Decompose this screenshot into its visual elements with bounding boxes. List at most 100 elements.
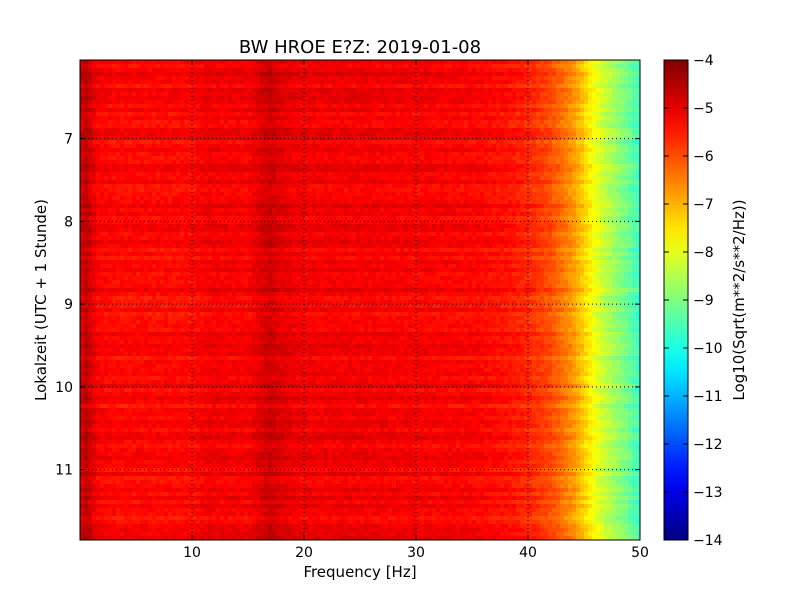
heatmap-cell bbox=[172, 144, 177, 149]
heatmap-cell bbox=[140, 76, 145, 81]
heatmap-cell bbox=[348, 92, 353, 97]
heatmap-cell bbox=[132, 120, 137, 125]
heatmap-cell bbox=[468, 196, 473, 201]
heatmap-cell bbox=[392, 108, 397, 113]
heatmap-cell bbox=[272, 76, 277, 81]
heatmap-cell bbox=[228, 60, 233, 65]
heatmap-cell bbox=[108, 192, 113, 197]
heatmap-cell bbox=[200, 96, 205, 101]
heatmap-cell bbox=[464, 176, 469, 181]
heatmap-cell bbox=[200, 80, 205, 85]
heatmap-cell bbox=[376, 176, 381, 181]
heatmap-cell bbox=[508, 180, 513, 185]
heatmap-cell bbox=[260, 164, 265, 169]
heatmap-cell bbox=[468, 124, 473, 129]
heatmap-cell bbox=[384, 124, 389, 129]
heatmap-cell bbox=[264, 152, 269, 157]
heatmap-cell bbox=[488, 156, 493, 161]
heatmap-cell bbox=[264, 144, 269, 149]
heatmap-cell bbox=[492, 184, 497, 189]
heatmap-cell bbox=[100, 116, 105, 121]
heatmap-cell bbox=[248, 168, 253, 173]
heatmap-cell bbox=[608, 104, 613, 109]
heatmap-cell bbox=[120, 132, 125, 137]
heatmap-cell bbox=[248, 136, 253, 141]
heatmap-cell bbox=[276, 120, 281, 125]
heatmap-cell bbox=[408, 140, 413, 145]
heatmap-cell bbox=[108, 68, 113, 73]
heatmap-cell bbox=[224, 152, 229, 157]
heatmap-cell bbox=[452, 196, 457, 201]
heatmap-cell bbox=[604, 92, 609, 97]
heatmap-cell bbox=[156, 104, 161, 109]
heatmap-cell bbox=[452, 96, 457, 101]
heatmap-cell bbox=[332, 160, 337, 165]
heatmap-cell bbox=[372, 104, 377, 109]
heatmap-cell bbox=[364, 160, 369, 165]
heatmap-cell bbox=[556, 112, 561, 117]
heatmap-cell bbox=[256, 68, 261, 73]
heatmap-cell bbox=[592, 140, 597, 145]
heatmap-cell bbox=[636, 120, 640, 125]
heatmap-cell bbox=[256, 100, 261, 105]
heatmap-cell bbox=[200, 176, 205, 181]
heatmap-cell bbox=[120, 76, 125, 81]
heatmap-cell bbox=[396, 68, 401, 73]
heatmap-cell bbox=[408, 80, 413, 85]
heatmap-cell bbox=[244, 104, 249, 109]
heatmap-cell bbox=[512, 172, 517, 177]
heatmap-cell bbox=[84, 144, 89, 149]
heatmap-cell bbox=[496, 124, 501, 129]
heatmap-cell bbox=[216, 180, 221, 185]
heatmap-cell bbox=[280, 96, 285, 101]
heatmap-cell bbox=[100, 88, 105, 93]
heatmap-cell bbox=[244, 84, 249, 89]
heatmap-cell bbox=[232, 144, 237, 149]
heatmap-cell bbox=[188, 96, 193, 101]
heatmap-cell bbox=[272, 112, 277, 117]
heatmap-cell bbox=[560, 136, 565, 141]
heatmap-cell bbox=[328, 132, 333, 137]
heatmap-cell bbox=[636, 104, 640, 109]
heatmap-cell bbox=[308, 172, 313, 177]
heatmap-cell bbox=[292, 164, 297, 169]
heatmap-cell bbox=[232, 68, 237, 73]
heatmap-cell bbox=[328, 144, 333, 149]
heatmap-cell bbox=[536, 68, 541, 73]
heatmap-cell bbox=[364, 124, 369, 129]
heatmap-cell bbox=[176, 80, 181, 85]
heatmap-cell bbox=[304, 184, 309, 189]
heatmap-cell bbox=[528, 132, 533, 137]
heatmap-cell bbox=[384, 152, 389, 157]
heatmap-cell bbox=[264, 92, 269, 97]
heatmap-cell bbox=[500, 180, 505, 185]
heatmap-cell bbox=[512, 84, 517, 89]
heatmap-cell bbox=[556, 64, 561, 69]
heatmap-cell bbox=[244, 160, 249, 165]
heatmap-cell bbox=[512, 88, 517, 93]
heatmap-cell bbox=[608, 180, 613, 185]
heatmap-cell bbox=[236, 108, 241, 113]
heatmap-cell bbox=[132, 184, 137, 189]
heatmap-cell bbox=[156, 88, 161, 93]
heatmap-cell bbox=[564, 112, 569, 117]
heatmap-cell bbox=[440, 168, 445, 173]
heatmap-cell bbox=[152, 100, 157, 105]
heatmap-cell bbox=[584, 68, 589, 73]
heatmap-cell bbox=[144, 140, 149, 145]
heatmap-cell bbox=[608, 64, 613, 69]
heatmap-cell bbox=[408, 108, 413, 113]
heatmap-cell bbox=[616, 176, 621, 181]
heatmap-cell bbox=[412, 132, 417, 137]
heatmap-cell bbox=[312, 72, 317, 77]
heatmap-cell bbox=[272, 160, 277, 165]
heatmap-cell bbox=[396, 64, 401, 69]
heatmap-cell bbox=[468, 76, 473, 81]
heatmap-cell bbox=[612, 156, 617, 161]
heatmap-cell bbox=[284, 84, 289, 89]
heatmap-cell bbox=[172, 200, 177, 205]
heatmap-cell bbox=[380, 124, 385, 129]
heatmap-cell bbox=[272, 148, 277, 153]
heatmap-cell bbox=[80, 92, 85, 97]
heatmap-cell bbox=[120, 140, 125, 145]
